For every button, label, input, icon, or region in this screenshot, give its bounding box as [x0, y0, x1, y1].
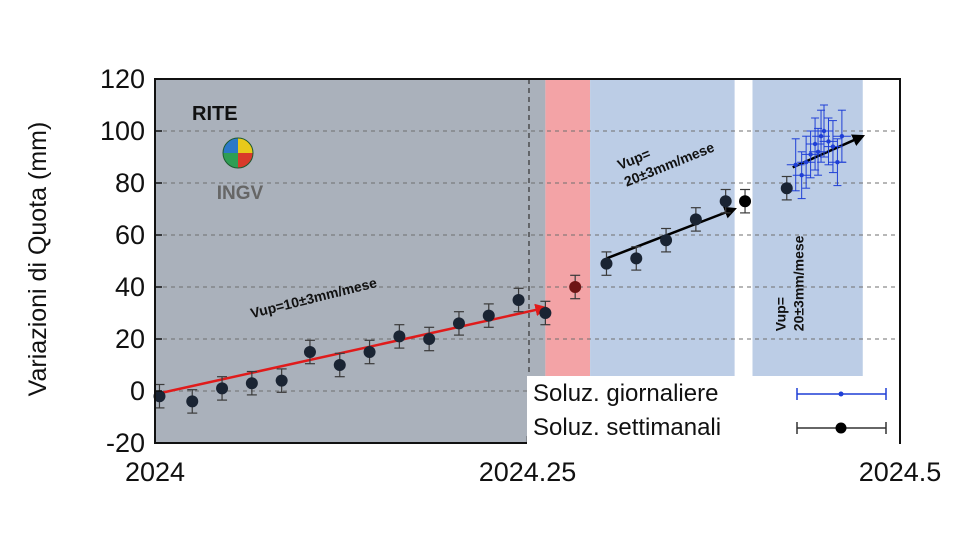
daily-point [819, 117, 838, 166]
site-label: RITE [192, 103, 238, 125]
weekly-point [482, 303, 495, 328]
weekly-point [393, 324, 406, 349]
point-marker [452, 317, 465, 330]
weekly-point [245, 370, 258, 396]
y-tick-label: 120 [100, 64, 145, 94]
trend-label: Vup=20±3mm/mese [772, 235, 806, 331]
point-marker [333, 359, 346, 371]
axis-ticks: -20 0 20 40 60 80 100 120 2024 2024.25 2024.5 [100, 64, 941, 487]
daily-point [792, 151, 811, 200]
point-marker [799, 173, 804, 178]
daily-point [832, 109, 851, 163]
point-marker [803, 160, 809, 165]
daily-point [786, 138, 805, 192]
weekly-point [186, 389, 199, 414]
point-marker [539, 307, 552, 319]
y-tick-label: -20 [106, 428, 145, 458]
point-marker [812, 141, 818, 147]
legend-box [527, 376, 899, 444]
daily-point [828, 138, 847, 187]
daily-point [812, 109, 830, 163]
point-marker [423, 333, 436, 345]
y-tick-label: 0 [130, 376, 145, 406]
point-marker [303, 346, 316, 358]
legend-symbol-daily [796, 388, 887, 400]
point-marker [153, 390, 166, 403]
weekly-point [630, 246, 643, 271]
trend-arrow-2: Vup= 20±3mm/mese [772, 134, 866, 331]
data-points [153, 104, 851, 414]
ingv-logo-icon: INGV [217, 137, 264, 204]
point-marker [660, 234, 673, 247]
x-tick-label: 2024 [125, 457, 185, 487]
point-marker [186, 395, 199, 408]
point-marker [245, 377, 258, 390]
y-tick-label: 40 [115, 272, 145, 302]
weekly-point [719, 188, 732, 214]
x-tick-label: 2024.25 [479, 457, 577, 487]
point-marker [835, 160, 840, 165]
legend-label-weekly: Soluz. settimanali [533, 414, 721, 441]
point-marker [739, 195, 752, 208]
weekly-point [303, 339, 316, 365]
weekly-point [600, 251, 613, 276]
daily-point [797, 135, 816, 189]
point-marker [793, 162, 798, 167]
weekly-point [216, 376, 229, 401]
weekly-point [660, 227, 673, 253]
legend: Soluz. giornaliere Soluz. settimanali [527, 376, 899, 444]
y-tick-label: 60 [115, 220, 145, 250]
point-marker [719, 195, 732, 208]
y-axis-label: Variazioni di Quota (mm) [24, 122, 52, 397]
weekly-point [780, 175, 793, 201]
weekly-point [689, 207, 702, 232]
shaded-periods [155, 79, 863, 443]
point-marker [600, 257, 613, 270]
point-marker [630, 252, 643, 265]
trend-line [606, 206, 737, 260]
point-marker [821, 128, 827, 134]
x-tick-label: 2024.5 [859, 457, 942, 487]
point-marker [815, 149, 821, 154]
daily-point [824, 120, 842, 174]
point-marker [818, 134, 824, 139]
weekly-point [423, 326, 436, 352]
point-marker [216, 382, 229, 395]
point-marker [780, 182, 793, 195]
daily-point [801, 130, 820, 179]
point-marker [569, 281, 582, 293]
weekly-point [153, 383, 166, 409]
point-marker [839, 134, 845, 139]
y-tick-label: 100 [100, 116, 145, 146]
point-marker [482, 309, 495, 322]
weekly-point [363, 339, 376, 365]
point-marker [512, 294, 525, 306]
legend-label-daily: Soluz. giornaliere [533, 380, 718, 407]
point-marker [393, 330, 406, 343]
logo-text: INGV [217, 183, 264, 204]
weekly-point [739, 188, 752, 214]
y-tick-label: 20 [115, 324, 145, 354]
shaded-period-0 [155, 79, 546, 443]
point-marker [808, 152, 813, 157]
point-marker [826, 139, 831, 144]
weekly-point [539, 300, 552, 326]
point-marker [830, 144, 836, 149]
trend-label-line: 20±3mm/mese [790, 235, 806, 331]
weekly-point [452, 311, 465, 336]
point-marker [275, 374, 288, 387]
legend-symbol-weekly [796, 422, 887, 434]
weekly-point [569, 274, 582, 300]
y-tick-label: 80 [115, 168, 145, 198]
weekly-point [275, 368, 288, 393]
point-marker [363, 346, 376, 358]
weekly-point [512, 287, 525, 313]
weekly-point [333, 352, 346, 378]
trend-label-line: Vup= [772, 297, 788, 331]
point-marker [689, 213, 702, 226]
daily-point [815, 104, 833, 158]
